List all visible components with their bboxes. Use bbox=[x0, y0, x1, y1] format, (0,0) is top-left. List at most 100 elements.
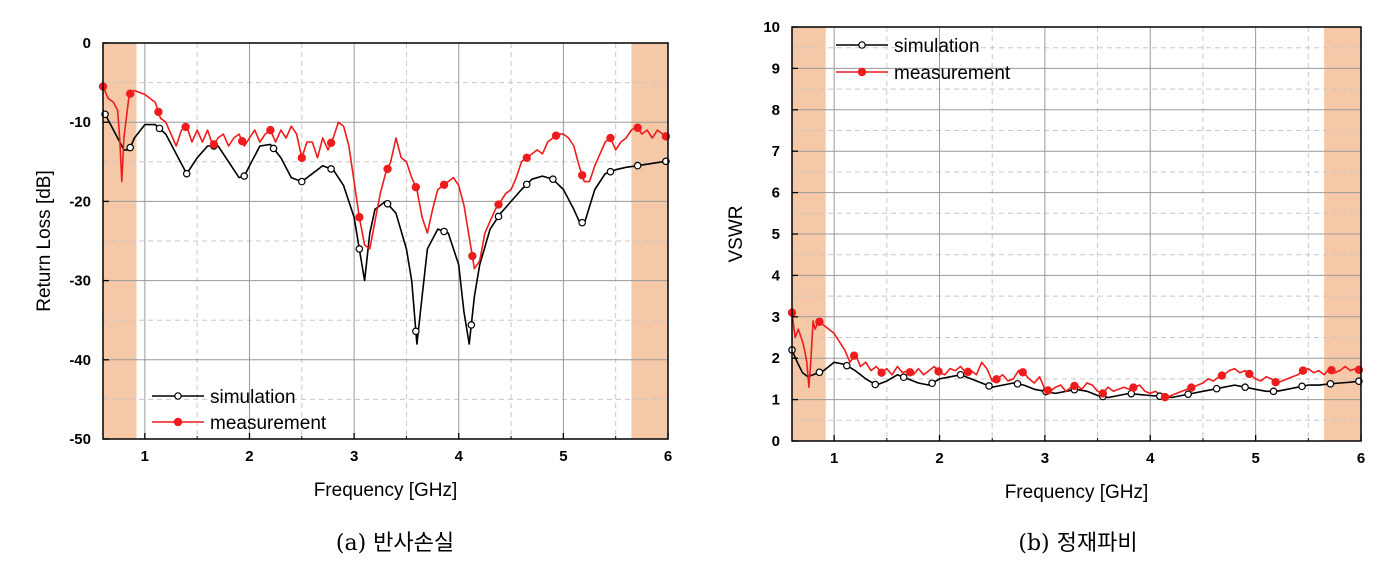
data-point-measurement bbox=[297, 153, 306, 163]
legend-marker-measurement bbox=[173, 417, 183, 427]
y-axis-title: Return Loss [dB] bbox=[34, 170, 55, 312]
y-tick-label: 0 bbox=[83, 35, 91, 52]
x-tick-label: 1 bbox=[141, 448, 149, 465]
data-point-measurement bbox=[606, 133, 615, 143]
series-line-measurement bbox=[102, 86, 669, 270]
data-point-simulation bbox=[269, 144, 278, 153]
y-tick-label: -40 bbox=[69, 352, 91, 369]
data-point-measurement bbox=[1070, 381, 1079, 391]
data-point-measurement bbox=[1327, 366, 1336, 375]
data-point-measurement bbox=[266, 125, 275, 135]
legend-label: measurement bbox=[210, 413, 327, 434]
y-tick-label: -10 bbox=[69, 114, 91, 131]
data-point-measurement bbox=[154, 107, 163, 117]
data-point-measurement bbox=[877, 368, 886, 377]
series-line-measurement bbox=[791, 312, 1362, 399]
data-point-measurement bbox=[849, 351, 859, 360]
data-point-simulation bbox=[1013, 380, 1022, 388]
chart-b: 1 2 3 4 5 6 0 1 2 3 4 5 6 7 8 9 10 Frequency [GHz] VSWR sim… bbox=[726, 19, 1365, 556]
data-point-measurement bbox=[439, 180, 449, 189]
data-point-simulation bbox=[240, 172, 249, 180]
data-point-simulation bbox=[440, 227, 448, 236]
y-tick-label: 9 bbox=[772, 60, 780, 77]
data-point-measurement bbox=[1129, 383, 1138, 392]
data-point-simulation bbox=[412, 327, 420, 336]
data-point-simulation bbox=[871, 380, 880, 389]
x-tick-label: 5 bbox=[559, 448, 567, 465]
y-tick-label: 10 bbox=[763, 19, 780, 36]
data-point-measurement bbox=[578, 171, 587, 180]
data-point-measurement bbox=[1217, 371, 1227, 380]
x-tick-label: 1 bbox=[830, 450, 838, 467]
data-point-measurement bbox=[522, 153, 531, 163]
data-point-simulation bbox=[1184, 390, 1192, 399]
series-line-simulation bbox=[791, 349, 1362, 399]
data-point-simulation bbox=[842, 361, 851, 370]
x-tick-label: 6 bbox=[1357, 450, 1365, 467]
data-point-measurement bbox=[209, 140, 219, 149]
data-point-measurement bbox=[1298, 366, 1308, 375]
data-point-simulation bbox=[928, 379, 936, 388]
data-point-simulation bbox=[549, 175, 557, 184]
x-tick-label: 2 bbox=[245, 448, 253, 465]
data-point-measurement bbox=[934, 367, 943, 376]
data-point-simulation bbox=[985, 382, 993, 390]
data-point-measurement bbox=[1160, 392, 1170, 402]
y-tick-label: 2 bbox=[772, 350, 780, 367]
data-point-simulation bbox=[815, 368, 824, 377]
data-point-measurement bbox=[633, 123, 642, 132]
data-point-simulation bbox=[182, 169, 191, 178]
y-tick-label: 7 bbox=[772, 143, 780, 160]
data-point-measurement bbox=[1245, 369, 1254, 379]
data-point-measurement bbox=[1018, 368, 1027, 377]
plot-frame bbox=[102, 42, 669, 440]
figure-caption: (b) 정재파비 bbox=[1018, 531, 1137, 556]
data-point-simulation bbox=[1241, 383, 1249, 391]
y-tick-label: 1 bbox=[772, 392, 780, 409]
data-point-simulation bbox=[126, 143, 135, 152]
data-point-measurement bbox=[992, 375, 1001, 384]
legend-marker-measurement bbox=[857, 67, 867, 77]
data-point-measurement bbox=[468, 251, 477, 261]
grid bbox=[792, 27, 1361, 441]
data-point-measurement bbox=[905, 368, 915, 377]
data-point-simulation bbox=[1212, 384, 1221, 393]
legend-label: measurement bbox=[894, 63, 1011, 84]
data-point-measurement bbox=[1098, 389, 1108, 398]
x-tick-label: 4 bbox=[455, 448, 464, 465]
legend-marker-simulation bbox=[174, 392, 182, 400]
legend-marker-simulation bbox=[858, 41, 866, 49]
series-line-simulation bbox=[102, 109, 669, 345]
data-point-simulation bbox=[899, 373, 908, 382]
data-point-simulation bbox=[1269, 387, 1278, 396]
y-tick-label: 3 bbox=[772, 309, 780, 326]
data-point-measurement bbox=[237, 137, 247, 146]
x-axis-title: Frequency [GHz] bbox=[314, 480, 458, 501]
x-tick-label: 3 bbox=[1041, 450, 1049, 467]
data-point-simulation bbox=[467, 321, 476, 329]
grid bbox=[103, 43, 668, 439]
legend-label: simulation bbox=[210, 387, 296, 408]
x-tick-label: 2 bbox=[935, 450, 943, 467]
x-tick-label: 4 bbox=[1146, 450, 1155, 467]
data-point-simulation bbox=[633, 161, 642, 170]
x-tick-label: 5 bbox=[1251, 450, 1259, 467]
data-point-measurement bbox=[963, 367, 973, 377]
data-point-simulation bbox=[327, 165, 335, 173]
data-point-measurement bbox=[815, 317, 824, 326]
chart-a: 1 2 3 4 5 6 0 -10 -20 -30 -40 -50 Frequency [GHz] Ret… bbox=[34, 35, 672, 556]
data-point-measurement bbox=[494, 200, 503, 209]
data-point-simulation bbox=[155, 124, 164, 133]
y-tick-label: 4 bbox=[772, 267, 781, 284]
y-tick-label: 5 bbox=[772, 226, 780, 243]
data-point-measurement bbox=[1187, 383, 1196, 392]
legend-label: simulation bbox=[894, 36, 980, 57]
data-point-simulation bbox=[1326, 379, 1335, 388]
figure-caption: (a) 반사손실 bbox=[336, 531, 454, 556]
data-point-measurement bbox=[1271, 378, 1280, 387]
y-axis-title: VSWR bbox=[726, 206, 747, 263]
y-tick-label: 0 bbox=[772, 433, 780, 450]
data-point-measurement bbox=[181, 122, 190, 132]
data-point-simulation bbox=[956, 370, 965, 379]
data-point-simulation bbox=[297, 177, 306, 186]
